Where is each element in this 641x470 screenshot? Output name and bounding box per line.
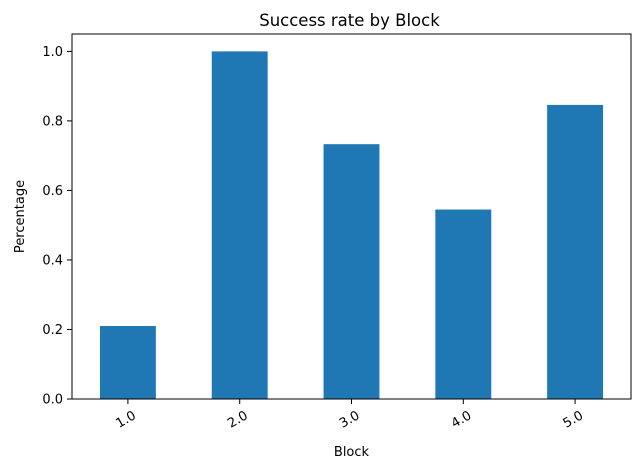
x-tick-label: 5.0 (561, 408, 586, 431)
bar-5.0 (547, 104, 604, 400)
bar-2.0 (211, 51, 268, 399)
y-tick-label: 0.4 (42, 253, 63, 268)
bar-4.0 (435, 209, 492, 399)
x-tick-label: 4.0 (449, 408, 474, 431)
y-tick-label: 0.2 (42, 323, 63, 338)
plot-frame (71, 33, 632, 400)
bar-1.0 (99, 326, 156, 399)
x-axis: 1.0 2.0 3.0 4.0 5.0 (113, 399, 586, 432)
bars-group (99, 51, 604, 400)
y-tick-label: 0.6 (42, 184, 63, 199)
x-tick-label: 1.0 (113, 408, 138, 431)
y-tick-label: 0.8 (42, 114, 63, 129)
y-axis: 0.0 0.2 0.4 0.6 0.8 1.0 (42, 45, 72, 408)
chart-title: Success rate by Block (259, 11, 440, 30)
x-axis-label: Block (334, 445, 370, 460)
y-axis-label: Percentage (13, 180, 28, 253)
y-tick-label: 0.0 (42, 393, 63, 408)
x-tick-label: 2.0 (225, 408, 250, 431)
x-tick-label: 3.0 (337, 408, 362, 431)
bar-3.0 (323, 144, 380, 399)
y-tick-label: 1.0 (42, 45, 63, 60)
